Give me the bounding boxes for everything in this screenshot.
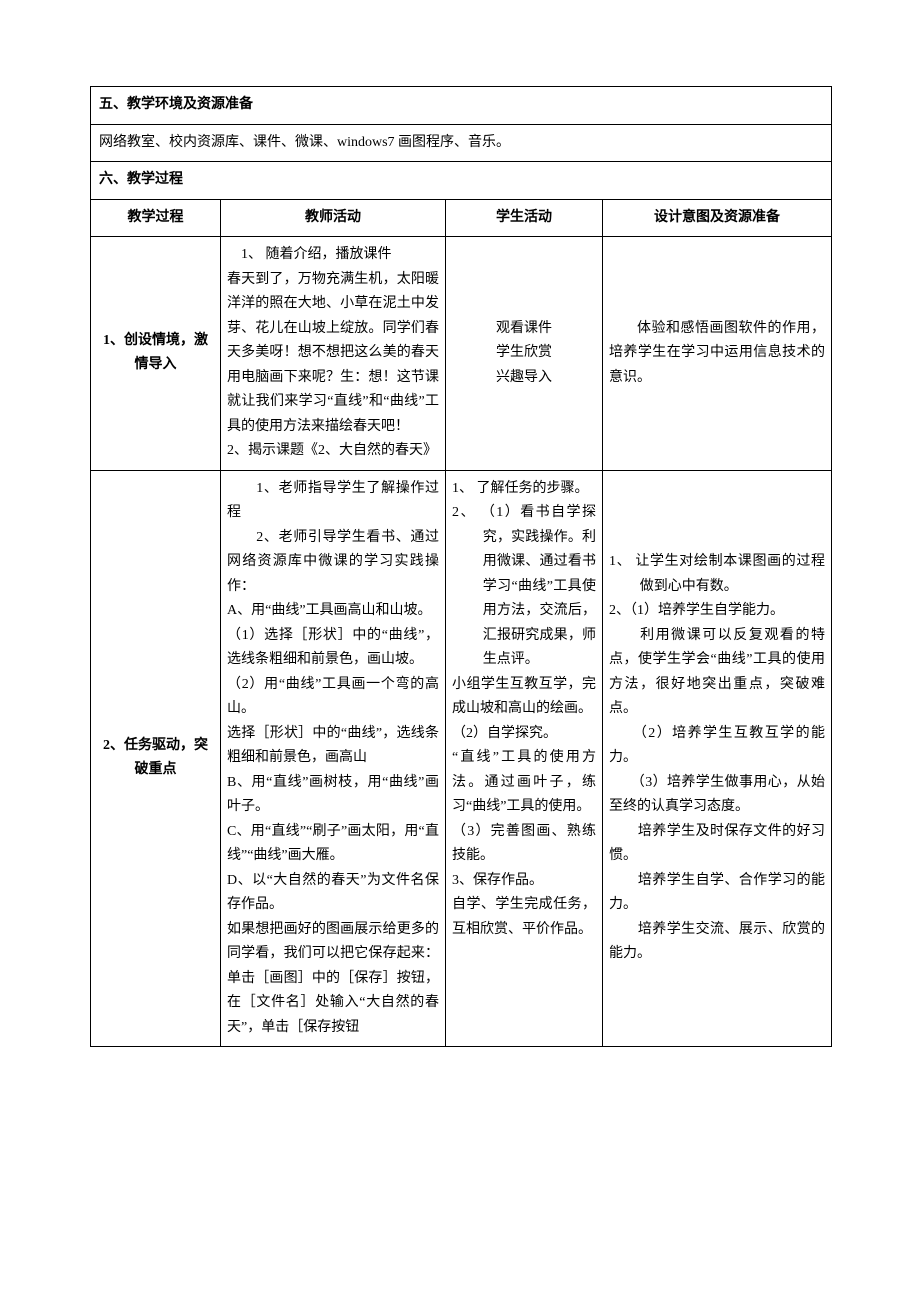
intent-2-p5: 培养学生及时保存文件的好习惯。 [609, 820, 825, 869]
design-intent-1: 体验和感悟画图软件的作用，培养学生在学习中运用信息技术的意识。 [603, 237, 832, 471]
teacher-2-p0: 1、老师指导学生了解操作过程 [227, 477, 439, 526]
section6-title: 六、教学过程 [91, 162, 832, 200]
teacher-2-p6: B、用“直线”画树枝，用“曲线”画叶子。 [227, 771, 439, 820]
stage-2-line2: 破重点 [135, 762, 177, 777]
student-2-p0: 1、 了解任务的步骤。 [452, 477, 596, 502]
stage-2-line1: 2、任务驱动，突 [103, 738, 208, 753]
col-header-process: 教学过程 [91, 199, 221, 237]
col-header-student: 学生活动 [446, 199, 603, 237]
intent-2-p2: 利用微课可以反复观看的特点，使学生学会“曲线”工具的使用方法，很好地突出重点，突… [609, 624, 825, 722]
stage-label-1: 1、创设情境，激 情导入 [91, 237, 221, 471]
stage-1-line2: 情导入 [135, 357, 177, 372]
section5-title: 五、教学环境及资源准备 [91, 87, 832, 125]
intent-1-p0: 体验和感悟画图软件的作用，培养学生在学习中运用信息技术的意识。 [609, 317, 825, 391]
col-header-teacher: 教师活动 [221, 199, 446, 237]
intent-2-p1: 2、（1）培养学生自学能力。 [609, 599, 825, 624]
intent-2-p7: 培养学生交流、展示、欣赏的能力。 [609, 918, 825, 967]
student-2-p7: 自学、学生完成任务，互相欣赏、平价作品。 [452, 893, 596, 942]
teacher-2-p2: A、用“曲线”工具画高山和山坡。 [227, 599, 439, 624]
column-header-row: 教学过程 教师活动 学生活动 设计意图及资源准备 [91, 199, 832, 237]
intent-2-p3: （2）培养学生互教互学的能力。 [609, 722, 825, 771]
document-page: 五、教学环境及资源准备 网络教室、校内资源库、课件、微课、windows7 画图… [0, 0, 920, 1107]
teacher-1-p1: 春天到了，万物充满生机，太阳暖洋洋的照在大地、小草在泥土中发芽、花儿在山坡上绽放… [227, 268, 439, 440]
teacher-activity-2: 1、老师指导学生了解操作过程 2、老师引导学生看书、通过网络资源库中微课的学习实… [221, 470, 446, 1047]
student-1-p0: 观看课件 [452, 317, 596, 342]
lesson-plan-table: 五、教学环境及资源准备 网络教室、校内资源库、课件、微课、windows7 画图… [90, 86, 832, 1047]
teacher-2-p7: C、用“直线”“刷子”画太阳，用“直线”“曲线”画大雁。 [227, 820, 439, 869]
design-intent-2: 1、 让学生对绘制本课图画的过程做到心中有数。 2、（1）培养学生自学能力。 利… [603, 470, 832, 1047]
student-2-p6: 3、保存作品。 [452, 869, 596, 894]
intent-2-p0: 1、 让学生对绘制本课图画的过程做到心中有数。 [609, 550, 825, 599]
teacher-2-p8: D、以“大自然的春天”为文件名保存作品。 [227, 869, 439, 918]
student-2-p5: （3）完善图画、熟练技能。 [452, 820, 596, 869]
intent-2-p4: （3）培养学生做事用心，从始至终的认真学习态度。 [609, 771, 825, 820]
table-row: 2、任务驱动，突 破重点 1、老师指导学生了解操作过程 2、老师引导学生看书、通… [91, 470, 832, 1047]
section5-content: 网络教室、校内资源库、课件、微课、windows7 画图程序、音乐。 [91, 124, 832, 162]
student-2-p1: 2、 （1）看书自学探究，实践操作。利用微课、通过看书学习“曲线”工具使用方法，… [452, 501, 596, 673]
section6-header-row: 六、教学过程 [91, 162, 832, 200]
student-1-p2: 兴趣导入 [452, 366, 596, 391]
student-2-p2: 小组学生互教互学，完成山坡和高山的绘画。 [452, 673, 596, 722]
section5-header-row: 五、教学环境及资源准备 [91, 87, 832, 125]
table-row: 1、创设情境，激 情导入 1、 随着介绍，播放课件 春天到了，万物充满生机，太阳… [91, 237, 832, 471]
teacher-2-p3: （1）选择［形状］中的“曲线”，选线条粗细和前景色，画山坡。 [227, 624, 439, 673]
student-activity-1: 观看课件 学生欣赏 兴趣导入 [446, 237, 603, 471]
stage-1-line1: 1、创设情境，激 [103, 333, 208, 348]
teacher-2-p9: 如果想把画好的图画展示给更多的同学看，我们可以把它保存起来：单击［画图］中的［保… [227, 918, 439, 1041]
teacher-2-p1: 2、老师引导学生看书、通过网络资源库中微课的学习实践操作： [227, 526, 439, 600]
teacher-2-p4: （2）用“曲线”工具画一个弯的高山。 [227, 673, 439, 722]
student-2-p4: “直线”工具的使用方法。通过画叶子，练习“曲线”工具的使用。 [452, 746, 596, 820]
teacher-1-p2: 2、揭示课题《2、大自然的春天》 [227, 439, 439, 464]
teacher-2-p5: 选择［形状］中的“曲线”，选线条粗细和前景色，画高山 [227, 722, 439, 771]
teacher-activity-1: 1、 随着介绍，播放课件 春天到了，万物充满生机，太阳暖洋洋的照在大地、小草在泥… [221, 237, 446, 471]
student-2-p3: （2）自学探究。 [452, 722, 596, 747]
col-header-intent: 设计意图及资源准备 [603, 199, 832, 237]
student-1-p1: 学生欣赏 [452, 341, 596, 366]
teacher-1-p0: 1、 随着介绍，播放课件 [227, 243, 439, 268]
student-activity-2: 1、 了解任务的步骤。 2、 （1）看书自学探究，实践操作。利用微课、通过看书学… [446, 470, 603, 1047]
section5-content-row: 网络教室、校内资源库、课件、微课、windows7 画图程序、音乐。 [91, 124, 832, 162]
stage-label-2: 2、任务驱动，突 破重点 [91, 470, 221, 1047]
intent-2-p6: 培养学生自学、合作学习的能力。 [609, 869, 825, 918]
